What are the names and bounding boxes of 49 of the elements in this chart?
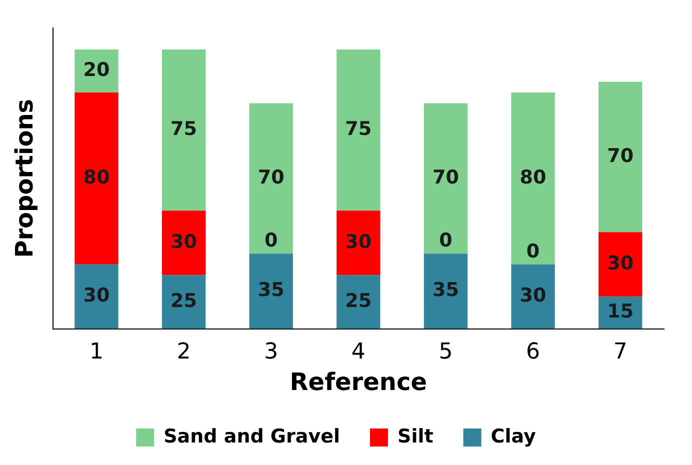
bar	[336, 49, 380, 211]
data-label: 70	[607, 144, 634, 167]
bar	[424, 254, 468, 329]
data-label: 35	[432, 279, 459, 302]
legend-label: Clay	[490, 425, 536, 448]
data-label: 75	[170, 118, 197, 140]
bar	[336, 210, 380, 276]
legend-label: Sand and Gravel	[164, 425, 340, 448]
legend-label: Silt	[398, 425, 434, 448]
bar	[598, 82, 642, 232]
bar	[74, 92, 118, 264]
data-label: 20	[83, 58, 110, 81]
bar	[74, 264, 118, 329]
data-label: 30	[170, 230, 197, 253]
x-axis-title: Reference	[290, 368, 427, 396]
data-label: 80	[520, 166, 546, 188]
data-label: 70	[432, 166, 459, 188]
x-tick-label: 2	[176, 340, 191, 365]
bar	[511, 92, 555, 264]
data-label: 30	[345, 230, 372, 253]
bar	[162, 275, 206, 329]
bar	[424, 103, 468, 254]
x-tick-label: 4	[351, 340, 366, 365]
annotation: 0	[439, 230, 452, 252]
bar	[162, 210, 206, 276]
data-label: 35	[258, 279, 284, 302]
y-axis-title: Proportions	[10, 98, 39, 258]
x-tick-label: 1	[89, 340, 104, 365]
bar	[249, 254, 293, 329]
data-label: 25	[345, 290, 372, 312]
data-label: 15	[607, 300, 634, 323]
data-label: 30	[83, 284, 110, 307]
bar	[336, 275, 380, 329]
data-label: 25	[170, 290, 197, 312]
data-label: 30	[607, 252, 634, 274]
x-tick-label: 3	[264, 340, 278, 365]
bar	[162, 49, 206, 211]
annotation: 0	[264, 230, 278, 252]
bar	[598, 232, 642, 297]
bar	[249, 103, 293, 254]
bar	[511, 264, 555, 329]
data-label: 30	[520, 284, 546, 307]
x-tick-label: 5	[438, 340, 453, 365]
data-label: 70	[258, 166, 284, 188]
data-label: 75	[345, 118, 372, 140]
data-label: 80	[83, 166, 110, 188]
x-tick-label: 6	[526, 340, 540, 365]
x-tick-label: 7	[613, 340, 628, 365]
annotation: 0	[526, 240, 540, 262]
